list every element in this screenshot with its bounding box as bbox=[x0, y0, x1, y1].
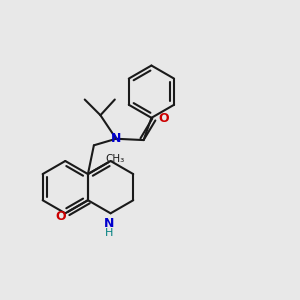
Text: O: O bbox=[55, 210, 66, 223]
Text: H: H bbox=[105, 228, 114, 238]
Text: O: O bbox=[158, 112, 169, 125]
Text: CH₃: CH₃ bbox=[105, 154, 124, 164]
Text: N: N bbox=[111, 132, 121, 145]
Text: N: N bbox=[104, 217, 114, 230]
